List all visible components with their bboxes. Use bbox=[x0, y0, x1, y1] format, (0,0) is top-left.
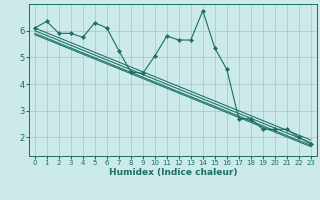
X-axis label: Humidex (Indice chaleur): Humidex (Indice chaleur) bbox=[108, 168, 237, 177]
